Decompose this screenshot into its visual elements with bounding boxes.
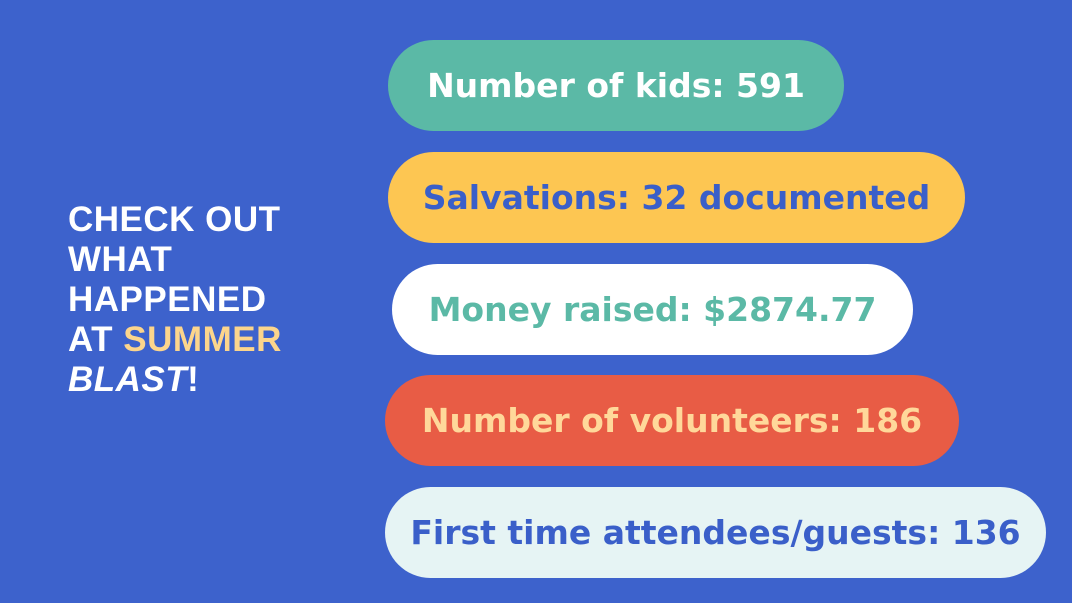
stat-pill: Money raised: $2874.77 [392,264,913,355]
stat-pill: Salvations: 32 documented [388,152,965,243]
headline-emphasis: BLAST [68,360,188,399]
headline-lead: CHECK OUT WHAT HAPPENED AT [68,200,281,359]
stat-pill: First time attendees/guests: 136 [385,487,1046,578]
headline: CHECK OUT WHAT HAPPENED AT SUMMER BLAST! [68,200,318,400]
headline-highlight: SUMMER [123,320,282,359]
headline-end: ! [187,360,200,399]
stat-pill: Number of volunteers: 186 [385,375,959,466]
stat-pill: Number of kids: 591 [388,40,844,131]
